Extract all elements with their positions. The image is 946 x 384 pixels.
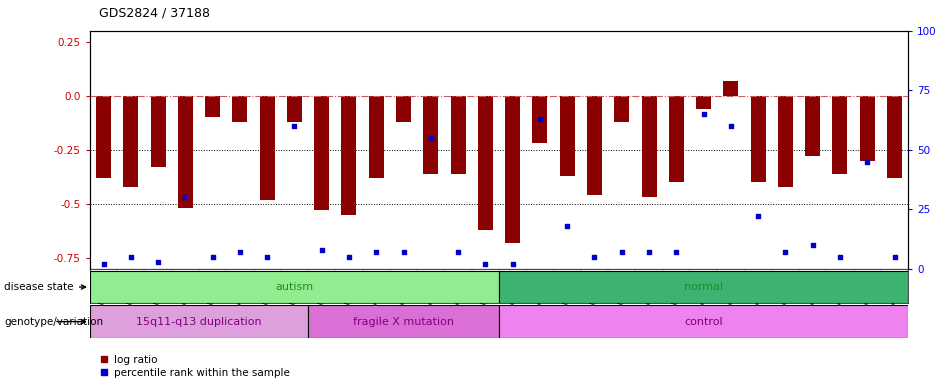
Text: control: control [684,316,723,327]
Bar [860,96,875,161]
Bar [314,96,329,210]
Bar [533,96,548,143]
Point [778,249,793,255]
Bar [369,96,384,178]
Point [832,254,848,260]
Text: autism: autism [275,282,313,292]
Bar [259,96,274,200]
Bar [887,96,902,178]
Bar [560,96,575,176]
Text: GDS2824 / 37188: GDS2824 / 37188 [99,6,210,19]
Point [533,116,548,122]
Point [178,194,193,200]
Text: disease state: disease state [5,282,85,292]
Point [96,261,111,267]
Point [369,249,384,255]
Point [587,254,602,260]
Bar [423,96,438,174]
Bar [724,81,739,96]
Point [641,249,657,255]
Point [560,223,575,229]
Point [724,123,739,129]
Point [805,242,820,248]
Bar [396,96,412,122]
Bar [641,96,657,197]
Point [205,254,220,260]
Point [396,249,412,255]
Point [614,249,629,255]
Bar [205,96,220,117]
Bar [233,96,248,122]
Point [696,111,711,117]
Text: fragile X mutation: fragile X mutation [353,316,454,327]
Text: normal: normal [684,282,723,292]
Point [314,247,329,253]
Point [669,249,684,255]
Bar [696,96,711,109]
Point [342,254,357,260]
Point [150,258,166,265]
Point [423,135,438,141]
Point [123,254,138,260]
Point [505,261,520,267]
Bar [450,96,465,174]
Point [450,249,465,255]
Bar [499,305,908,338]
Bar [750,96,765,182]
Point [887,254,902,260]
Bar [478,96,493,230]
Point [259,254,274,260]
Bar [287,96,302,122]
Bar [90,305,308,338]
Text: 15q11-q13 duplication: 15q11-q13 duplication [136,316,262,327]
Bar [178,96,193,208]
Bar [587,96,602,195]
Bar [96,96,111,178]
Bar [90,271,499,303]
Bar [832,96,848,174]
Bar [505,96,520,243]
Bar [669,96,684,182]
Point [860,159,875,165]
Bar [778,96,793,187]
Legend: log ratio, percentile rank within the sample: log ratio, percentile rank within the sa… [96,351,294,382]
Bar [123,96,138,187]
Bar [614,96,629,122]
Text: genotype/variation: genotype/variation [5,316,104,327]
Bar [805,96,820,156]
Point [478,261,493,267]
Bar [499,271,908,303]
Bar [342,96,357,215]
Bar [308,305,499,338]
Point [287,123,302,129]
Bar [150,96,166,167]
Point [233,249,248,255]
Point [750,214,765,220]
